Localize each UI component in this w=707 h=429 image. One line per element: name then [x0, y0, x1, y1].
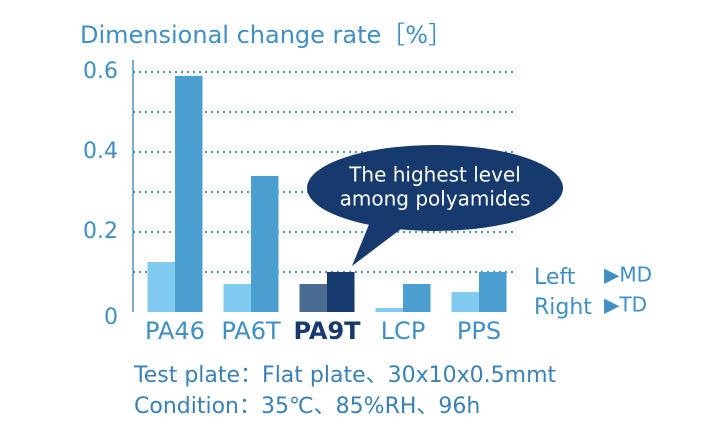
bar: [403, 284, 431, 312]
legend-position: Left: [534, 265, 576, 290]
bar: [451, 292, 479, 312]
callout-bubble: [307, 145, 563, 231]
bar: [175, 76, 203, 312]
x-tick-label: PA9T: [293, 317, 361, 345]
x-tick-label: PPS: [457, 317, 501, 345]
bar: [479, 272, 507, 312]
x-tick-label: PA46: [145, 317, 205, 345]
bar: [299, 284, 327, 312]
note: Test plate：Flat plate、30x10x0.5mmt: [133, 363, 556, 388]
y-tick-label: 0: [104, 305, 118, 330]
x-tick-label: LCP: [381, 317, 426, 345]
y-tick-label: 0.6: [83, 59, 118, 84]
y-axis-label: Dimensional change rate［%］: [80, 21, 452, 49]
legend-label: ▶MD: [604, 263, 652, 287]
annotation: The highest level: [348, 163, 521, 187]
y-tick-label: 0.2: [83, 219, 118, 244]
legend-label: ▶TD: [604, 293, 647, 317]
bar: [375, 308, 403, 312]
bar: [147, 262, 175, 312]
bar: [223, 284, 251, 312]
callout-tail: [352, 222, 405, 266]
x-tick-label: PA6T: [221, 317, 281, 345]
y-tick-label: 0.4: [83, 139, 118, 164]
bar: [327, 272, 355, 312]
bar: [251, 176, 279, 312]
note: Condition：35℃、85%RH、96h: [134, 394, 480, 419]
legend-position: Right: [534, 295, 592, 320]
annotation: among polyamides: [340, 187, 531, 211]
